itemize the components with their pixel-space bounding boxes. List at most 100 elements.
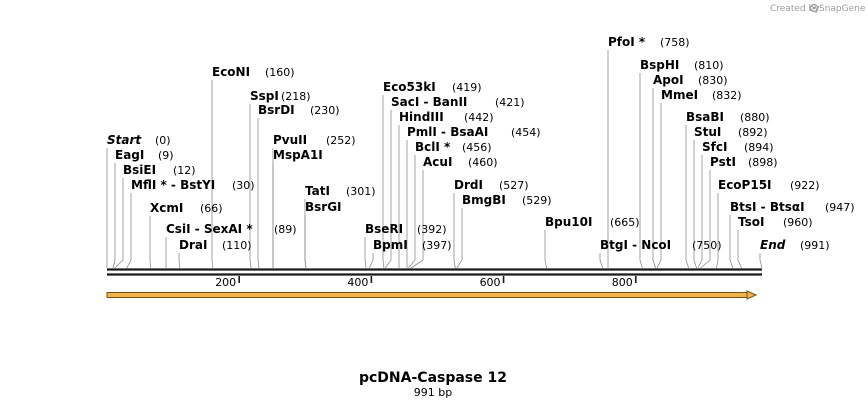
site-leader-line	[384, 110, 392, 269]
site-name[interactable]: EcoP15I	[718, 178, 772, 192]
site-position: (529)	[522, 194, 552, 207]
site-name[interactable]: Eco53kI	[383, 80, 436, 94]
credit-prefix: Created by	[770, 4, 820, 14]
site-leader-line	[685, 125, 690, 269]
site-name[interactable]: End	[760, 238, 786, 252]
site-name[interactable]: DraI	[179, 238, 207, 252]
site-name[interactable]: EcoNI	[212, 65, 250, 79]
site-position: (9)	[158, 149, 174, 162]
site-position: (301)	[346, 185, 376, 198]
site-position: (419)	[452, 81, 482, 94]
site-position: (892)	[738, 126, 768, 139]
site-position: (397)	[422, 239, 452, 252]
site-leader-line	[304, 215, 307, 269]
site-position: (810)	[694, 59, 724, 72]
site-name[interactable]: Start	[107, 133, 142, 147]
site-name[interactable]: BsaBI	[686, 110, 724, 124]
site-position: (456)	[462, 141, 492, 154]
site-name[interactable]: XcmI	[150, 201, 183, 215]
site-position: (252)	[326, 134, 356, 147]
site-name[interactable]: MmeI	[661, 88, 698, 102]
site-leader-line	[697, 155, 703, 269]
site-name[interactable]: ApoI	[653, 73, 684, 87]
ruler-tick-label: 200	[215, 276, 236, 289]
site-leader-line	[456, 208, 463, 269]
ruler: 200 400 600 800	[215, 276, 637, 289]
site-position: (392)	[417, 223, 447, 236]
site-position: (832)	[712, 89, 742, 102]
site-position: (454)	[511, 126, 541, 139]
site-position: (922)	[790, 179, 820, 192]
site-name[interactable]: PstI	[710, 155, 736, 169]
site-position: (947)	[825, 201, 855, 214]
site-name[interactable]: HindIII	[399, 110, 444, 124]
sequence-title: pcDNA-Caspase 12	[359, 370, 507, 386]
site-leader-line	[639, 73, 643, 269]
site-name[interactable]: Bpu10I	[545, 215, 592, 229]
site-position: (527)	[499, 179, 529, 192]
site-position: (830)	[698, 74, 728, 87]
site-name[interactable]: TatI	[305, 184, 330, 198]
site-position: (880)	[740, 111, 770, 124]
site-leader-line	[700, 170, 711, 269]
site-leader-line	[737, 230, 742, 269]
site-leader-line	[112, 163, 116, 269]
site-leader-line	[599, 253, 604, 269]
site-position: (750)	[692, 239, 722, 252]
site-leader-line	[257, 118, 260, 269]
site-position: (160)	[265, 66, 295, 79]
ruler-tick-label: 800	[612, 276, 633, 289]
site-leader-line	[693, 140, 697, 269]
site-name[interactable]: TsoI	[738, 215, 764, 229]
site-name[interactable]: MflI * - BstYI	[131, 178, 215, 192]
site-position: (230)	[310, 104, 340, 117]
site-name[interactable]: BsiEI	[123, 163, 156, 177]
site-leader-line	[114, 178, 124, 269]
site-position: (991)	[800, 239, 830, 252]
site-leader-line	[178, 253, 181, 269]
site-leader-line	[759, 253, 763, 269]
site-name[interactable]: BsrGI	[305, 200, 342, 214]
site-leader-lines	[106, 50, 763, 269]
site-leader-line	[408, 155, 416, 269]
site-name[interactable]: SfcI	[702, 140, 727, 154]
site-name[interactable]: DrdI	[454, 178, 483, 192]
site-leader-line	[249, 104, 252, 269]
site-position: (894)	[744, 141, 774, 154]
site-name[interactable]: PvuII	[273, 133, 307, 147]
site-position: (460)	[468, 156, 498, 169]
site-name[interactable]: MspA1I	[273, 148, 323, 162]
site-name[interactable]: CsiI - SexAI *	[166, 222, 253, 236]
site-name[interactable]: BtgI - NcoI	[600, 238, 671, 252]
site-position: (66)	[200, 202, 223, 215]
credit-brand: SnapGene	[819, 4, 866, 14]
site-name[interactable]: BsrDI	[258, 103, 295, 117]
site-position: (89)	[274, 223, 297, 236]
site-position: (0)	[155, 134, 171, 147]
site-leader-line	[364, 237, 367, 269]
site-name[interactable]: BmgBI	[462, 193, 506, 207]
site-leader-line	[410, 170, 424, 269]
site-name[interactable]: BclI *	[415, 140, 451, 154]
site-name[interactable]: SacI - BanII	[391, 95, 467, 109]
site-name[interactable]: SspI	[250, 89, 279, 103]
site-name[interactable]: PmlI - BsaAI	[407, 125, 488, 139]
site-name[interactable]: EagI	[115, 148, 144, 162]
site-leader-line	[544, 230, 547, 269]
feature-arrow[interactable]	[106, 290, 758, 300]
site-name[interactable]: StuI	[694, 125, 721, 139]
site-name[interactable]: BspHI	[640, 58, 679, 72]
site-leader-line	[211, 80, 214, 269]
site-name[interactable]: AcuI	[423, 155, 452, 169]
sequence-backbone	[107, 268, 762, 276]
site-labels: Start (0) EagI (9)BsiEI (12)MflI * - BstYI (3…	[107, 35, 855, 252]
site-name[interactable]: BpmI	[373, 238, 408, 252]
site-name[interactable]: PfoI *	[608, 35, 646, 49]
site-position: (12)	[173, 164, 196, 177]
site-name[interactable]: BseRI	[365, 222, 403, 236]
site-position: (218)	[281, 90, 311, 103]
site-leader-line	[126, 193, 132, 269]
site-name[interactable]: BtsI - BtsαI	[730, 200, 805, 214]
site-position: (421)	[495, 96, 525, 109]
